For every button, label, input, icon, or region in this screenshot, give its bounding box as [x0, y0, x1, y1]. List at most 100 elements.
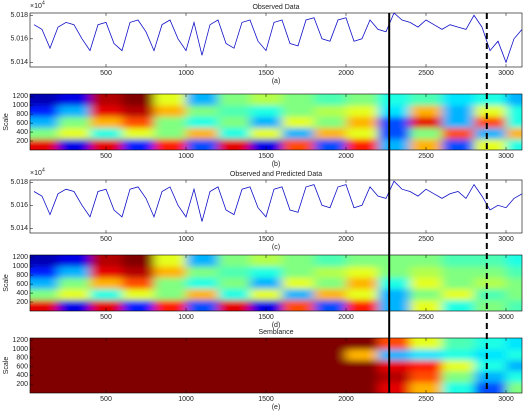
heat-cell — [186, 138, 219, 150]
heat-cell — [378, 116, 411, 129]
heat-cell — [58, 266, 91, 278]
x-tick-label: 500 — [100, 396, 112, 403]
heat-cell — [442, 277, 475, 290]
heat-cell — [442, 105, 475, 117]
heat-cell — [58, 127, 91, 140]
panel-caption: (e) — [272, 404, 281, 411]
heat-cell — [506, 266, 522, 278]
panel: 500 1000 1500 2000 2500 300020040060080010001… — [3, 254, 523, 329]
heat-cell — [154, 349, 187, 361]
heat-cell — [410, 371, 443, 383]
plot-frame — [29, 12, 523, 68]
heat-cell — [186, 288, 219, 301]
heat-cell — [282, 299, 315, 311]
heat-cell — [122, 94, 155, 106]
heat-cell — [30, 299, 59, 311]
heat-cell — [506, 382, 522, 393]
heat-cell — [58, 360, 91, 372]
heat-cell — [154, 382, 187, 393]
heat-cell — [250, 94, 283, 106]
heat-cell — [250, 255, 283, 267]
heat-cell — [186, 360, 219, 372]
heat-cell — [282, 382, 315, 393]
panel-caption: (d) — [272, 322, 281, 329]
panel: 500 1000 1500 2000 2500 3000 5.014 5.016 5.018 Ob… — [10, 167, 523, 251]
heat-cell — [90, 116, 123, 129]
heat-cell — [506, 288, 522, 301]
heat-cell — [282, 288, 315, 301]
heat-cell — [58, 105, 91, 117]
heat-cell — [58, 138, 91, 150]
heat-cell — [30, 266, 59, 278]
heat-cell — [474, 371, 507, 383]
heat-cell — [90, 255, 123, 267]
heat-cell — [474, 127, 507, 140]
heat-cell — [250, 338, 283, 350]
heat-cell — [314, 277, 347, 290]
heat-cell — [346, 127, 379, 140]
heat-cell — [442, 266, 475, 278]
heat-cell — [218, 94, 251, 106]
heat-cell — [30, 94, 59, 106]
heat-cell — [474, 94, 507, 106]
heat-cell — [186, 255, 219, 267]
heat-cell — [154, 255, 187, 267]
heat-cell — [410, 299, 443, 311]
heat-cell — [154, 338, 187, 350]
axis-multiplier: ×10 — [30, 170, 42, 177]
heat-cell — [346, 277, 379, 290]
y-tick-label: 5.018 — [10, 12, 28, 19]
panel-caption: (a) — [272, 78, 281, 85]
heat-cell — [30, 138, 59, 150]
heat-cell — [250, 277, 283, 290]
heat-cell — [410, 255, 443, 267]
heat-cell — [122, 382, 155, 393]
heat-cell — [218, 360, 251, 372]
heat-cell — [378, 127, 411, 140]
heat-cell — [378, 299, 411, 311]
heat-cell — [186, 127, 219, 140]
heat-cell — [30, 360, 59, 372]
panel: 500 1000 1500 2000 2500 300020040060080010001… — [3, 329, 523, 411]
y-tick-label: 800 — [16, 111, 28, 118]
y-tick-label: 800 — [16, 272, 28, 279]
x-tick-label: 1000 — [178, 70, 194, 77]
heat-cell — [30, 255, 59, 267]
heat-cell — [474, 288, 507, 301]
heat-cell — [410, 338, 443, 350]
panel-caption: (b) — [272, 161, 281, 168]
x-tick-label: 2000 — [338, 236, 354, 243]
heat-cell — [250, 105, 283, 117]
heat-cell — [122, 338, 155, 350]
heat-cell — [506, 116, 522, 129]
x-tick-label: 1500 — [258, 314, 274, 321]
heat-cell — [378, 349, 411, 361]
heat-cell — [410, 349, 443, 361]
heat-cell — [346, 255, 379, 267]
heat-cell — [90, 299, 123, 311]
heat-cell — [314, 338, 347, 350]
x-tick-label: 2500 — [418, 396, 434, 403]
heat-cell — [58, 94, 91, 106]
x-tick-label: 1000 — [178, 396, 194, 403]
heat-cell — [30, 338, 59, 350]
heat-cell — [506, 255, 522, 267]
heat-cell — [410, 94, 443, 106]
heat-cell — [122, 360, 155, 372]
heat-cell — [122, 105, 155, 117]
heat-cell — [506, 360, 522, 372]
heat-cell — [90, 371, 123, 383]
heat-cell — [90, 338, 123, 350]
y-tick-label: 200 — [16, 299, 28, 306]
heat-cell — [378, 138, 411, 150]
heat-cell — [282, 255, 315, 267]
heat-cell — [474, 299, 507, 311]
y-tick-label: 1000 — [12, 102, 28, 109]
heat-cell — [442, 288, 475, 301]
heat-cell — [442, 338, 475, 350]
heat-cell — [90, 360, 123, 372]
heat-cell — [346, 360, 379, 372]
x-tick-label: 2500 — [418, 153, 434, 160]
heat-cell — [122, 349, 155, 361]
x-tick-label: 1000 — [178, 153, 194, 160]
